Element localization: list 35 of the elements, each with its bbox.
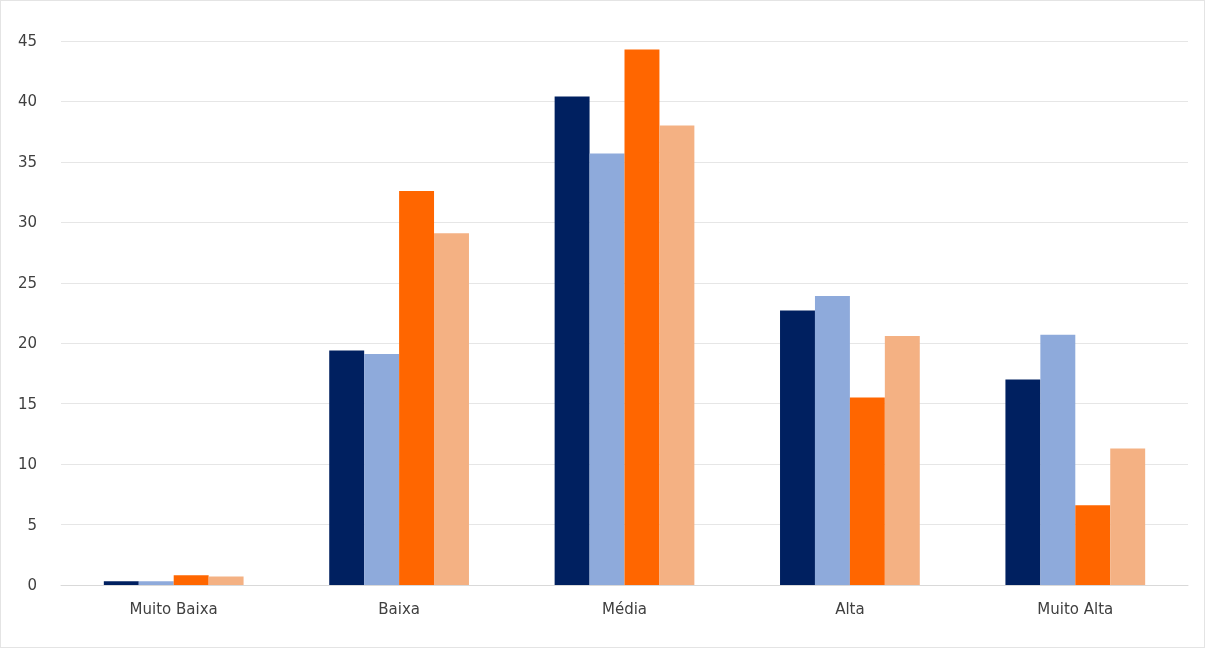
bar	[138, 581, 174, 585]
bar	[1075, 505, 1111, 585]
bar	[659, 125, 695, 585]
bar	[884, 335, 920, 585]
x-tick-label: Alta	[835, 599, 865, 618]
y-tick-label: 15	[17, 394, 37, 413]
y-tick-label: 30	[17, 213, 37, 232]
y-tick-label: 35	[17, 152, 37, 171]
bar	[1005, 379, 1041, 585]
y-tick-label: 45	[17, 32, 37, 50]
bar	[814, 296, 850, 585]
bar	[589, 153, 625, 585]
bar	[103, 581, 139, 585]
y-tick-label: 40	[17, 92, 37, 111]
bar	[208, 576, 244, 585]
bar	[1040, 334, 1076, 585]
bar	[554, 96, 590, 585]
bar	[434, 233, 469, 585]
bar	[364, 354, 400, 585]
bar	[780, 310, 815, 585]
bar	[1110, 448, 1146, 585]
x-tick-label: Média	[601, 599, 648, 618]
y-tick-label: 10	[17, 455, 37, 474]
bar	[173, 575, 209, 585]
x-tick-label: Baixa	[378, 599, 420, 618]
x-tick-label: Muito Alta	[1037, 599, 1114, 618]
y-tick-label: 0	[27, 576, 37, 594]
x-tick-label: Muito Baixa	[129, 599, 218, 618]
bar	[399, 190, 435, 585]
y-tick-label: 20	[17, 334, 37, 353]
bar	[849, 397, 885, 585]
bar	[624, 49, 660, 585]
y-tick-label: 25	[17, 273, 37, 292]
y-tick-label: 5	[27, 515, 37, 534]
bar	[329, 350, 365, 585]
